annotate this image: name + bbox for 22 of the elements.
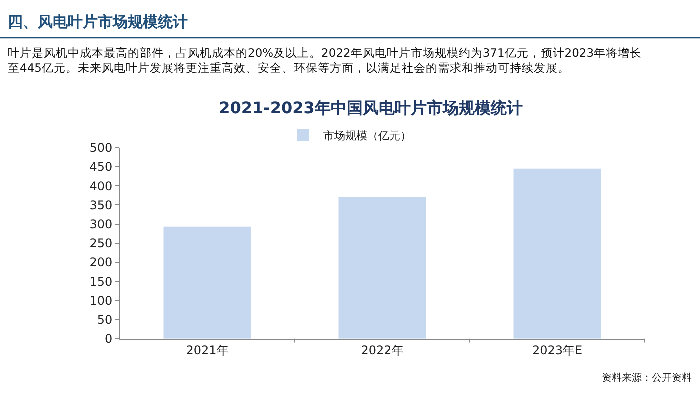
y-tick-label: 0	[104, 332, 113, 346]
y-tick-label: 500	[90, 141, 113, 156]
y-tick-label: 350	[90, 198, 113, 212]
x-tick-label: 2022年	[361, 343, 404, 358]
text: 四、风电叶片市场规模统计	[8, 13, 188, 31]
bar	[164, 226, 252, 339]
x-tick-label: 2021年	[186, 343, 229, 358]
y-tick-label: 400	[90, 179, 113, 194]
chart-title: 2021-2023年中国风电叶片市场规模统计	[219, 98, 523, 118]
y-tick-label: 300	[90, 217, 113, 232]
y-tick-label: 50	[97, 312, 113, 327]
text: 资料来源：公开资料	[602, 372, 692, 384]
x-tick-label: 2023年E	[532, 343, 583, 358]
bar	[338, 197, 426, 339]
y-tick-label: 150	[90, 274, 113, 289]
y-tick-label: 200	[90, 256, 113, 270]
y-tick-label: 250	[90, 236, 113, 251]
legend-label: 市场规模（亿元）	[324, 130, 412, 143]
y-tick-label: 450	[90, 160, 113, 174]
y-tick-label: 100	[90, 294, 113, 308]
text: 叶片是风机中成本最高的部件，占风机成本的20%及以上。2022年风电叶片市场规模约为371亿元，预计2023年将增长至445亿元。未来风电叶片发展将更注重高效、安全、环保等方面，以满足社会的需求和推动可持续发展。	[8, 46, 642, 75]
bar	[514, 168, 602, 339]
